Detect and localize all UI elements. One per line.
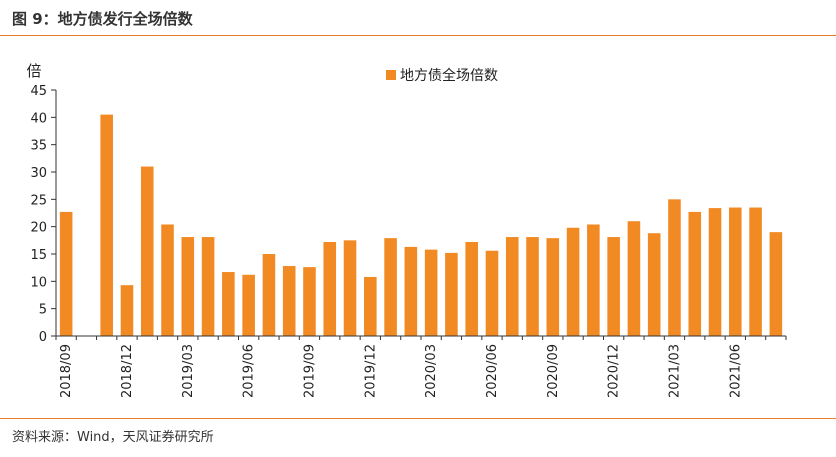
- x-tick-label: 2018/12: [120, 344, 135, 398]
- y-axis: 0 5 10 15 20 25 30 35 40 45 倍: [26, 62, 57, 345]
- bar: [59, 211, 73, 336]
- legend-label: 地方债全场倍数: [400, 67, 498, 84]
- bar: [607, 237, 620, 336]
- bar: [729, 207, 742, 336]
- y-tick-label: 15: [30, 248, 47, 263]
- x-tick-label: 2018/09: [59, 344, 74, 398]
- bar: [587, 224, 600, 336]
- bar: [140, 166, 154, 336]
- bar: [769, 232, 783, 336]
- y-tick-label: 30: [30, 166, 47, 181]
- bottom-divider: [0, 418, 836, 419]
- bar: [566, 227, 580, 336]
- y-tick-label: 0: [39, 330, 47, 345]
- y-tick-label: 45: [30, 84, 47, 99]
- bar: [181, 237, 195, 336]
- x-tick-label: 2020/03: [424, 344, 439, 398]
- bar: [161, 224, 174, 336]
- x-tick-label: 2021/03: [667, 344, 682, 398]
- bar: [749, 207, 762, 336]
- y-tick-label: 10: [30, 275, 47, 290]
- bar: [465, 241, 478, 336]
- bar: [668, 199, 681, 336]
- bar: [404, 246, 418, 336]
- bar: [282, 266, 296, 336]
- bar: [445, 252, 458, 336]
- bar: [201, 237, 215, 336]
- bar: [100, 114, 113, 336]
- y-tick-label: 25: [30, 193, 47, 208]
- bar: [708, 208, 722, 336]
- y-axis-unit: 倍: [26, 62, 41, 80]
- legend-swatch: [386, 70, 396, 80]
- chart-title: 图 9：地方债发行全场倍数: [12, 10, 193, 28]
- bar: [688, 211, 702, 336]
- bar: [546, 238, 560, 336]
- x-tick-label: 2020/12: [607, 344, 622, 398]
- x-tick-label: 2019/06: [242, 344, 257, 398]
- bar: [505, 237, 519, 336]
- source-note: 资料来源：Wind，天风证券研究所: [12, 430, 214, 445]
- x-tick-label: 2021/06: [728, 344, 743, 398]
- bar: [627, 221, 641, 336]
- bar: [262, 254, 276, 336]
- bar: [485, 250, 499, 336]
- x-axis: 2018/09 2018/12 2019/03 2019/06 2019/09 2019/…: [55, 335, 787, 398]
- x-tick-label: 2020/09: [546, 344, 561, 398]
- bar: [526, 237, 539, 336]
- y-tick-label: 5: [39, 303, 47, 318]
- bar: [384, 238, 397, 336]
- bar: [242, 274, 255, 336]
- x-tick-label: 2019/09: [302, 344, 317, 398]
- y-tick-label: 20: [30, 221, 47, 236]
- bar: [222, 272, 235, 336]
- y-tick-label: 40: [30, 111, 47, 126]
- bar: [647, 233, 661, 336]
- bar: [120, 285, 134, 336]
- bar-chart: 0 5 10 15 20 25 30 35 40 45 倍 2018/09 2018/12 2019/0…: [26, 62, 787, 398]
- x-tick-label: 2020/06: [485, 344, 500, 398]
- y-tick-label: 35: [30, 139, 47, 154]
- bar: [364, 276, 377, 336]
- top-divider: [0, 35, 836, 36]
- bars-group: [59, 114, 783, 336]
- bar: [323, 241, 337, 336]
- x-tick-label: 2019/12: [363, 344, 378, 398]
- bar: [343, 240, 357, 336]
- x-tick-label: 2019/03: [181, 344, 196, 398]
- bar: [303, 267, 316, 336]
- legend: 地方债全场倍数: [386, 67, 498, 84]
- bar: [424, 249, 438, 336]
